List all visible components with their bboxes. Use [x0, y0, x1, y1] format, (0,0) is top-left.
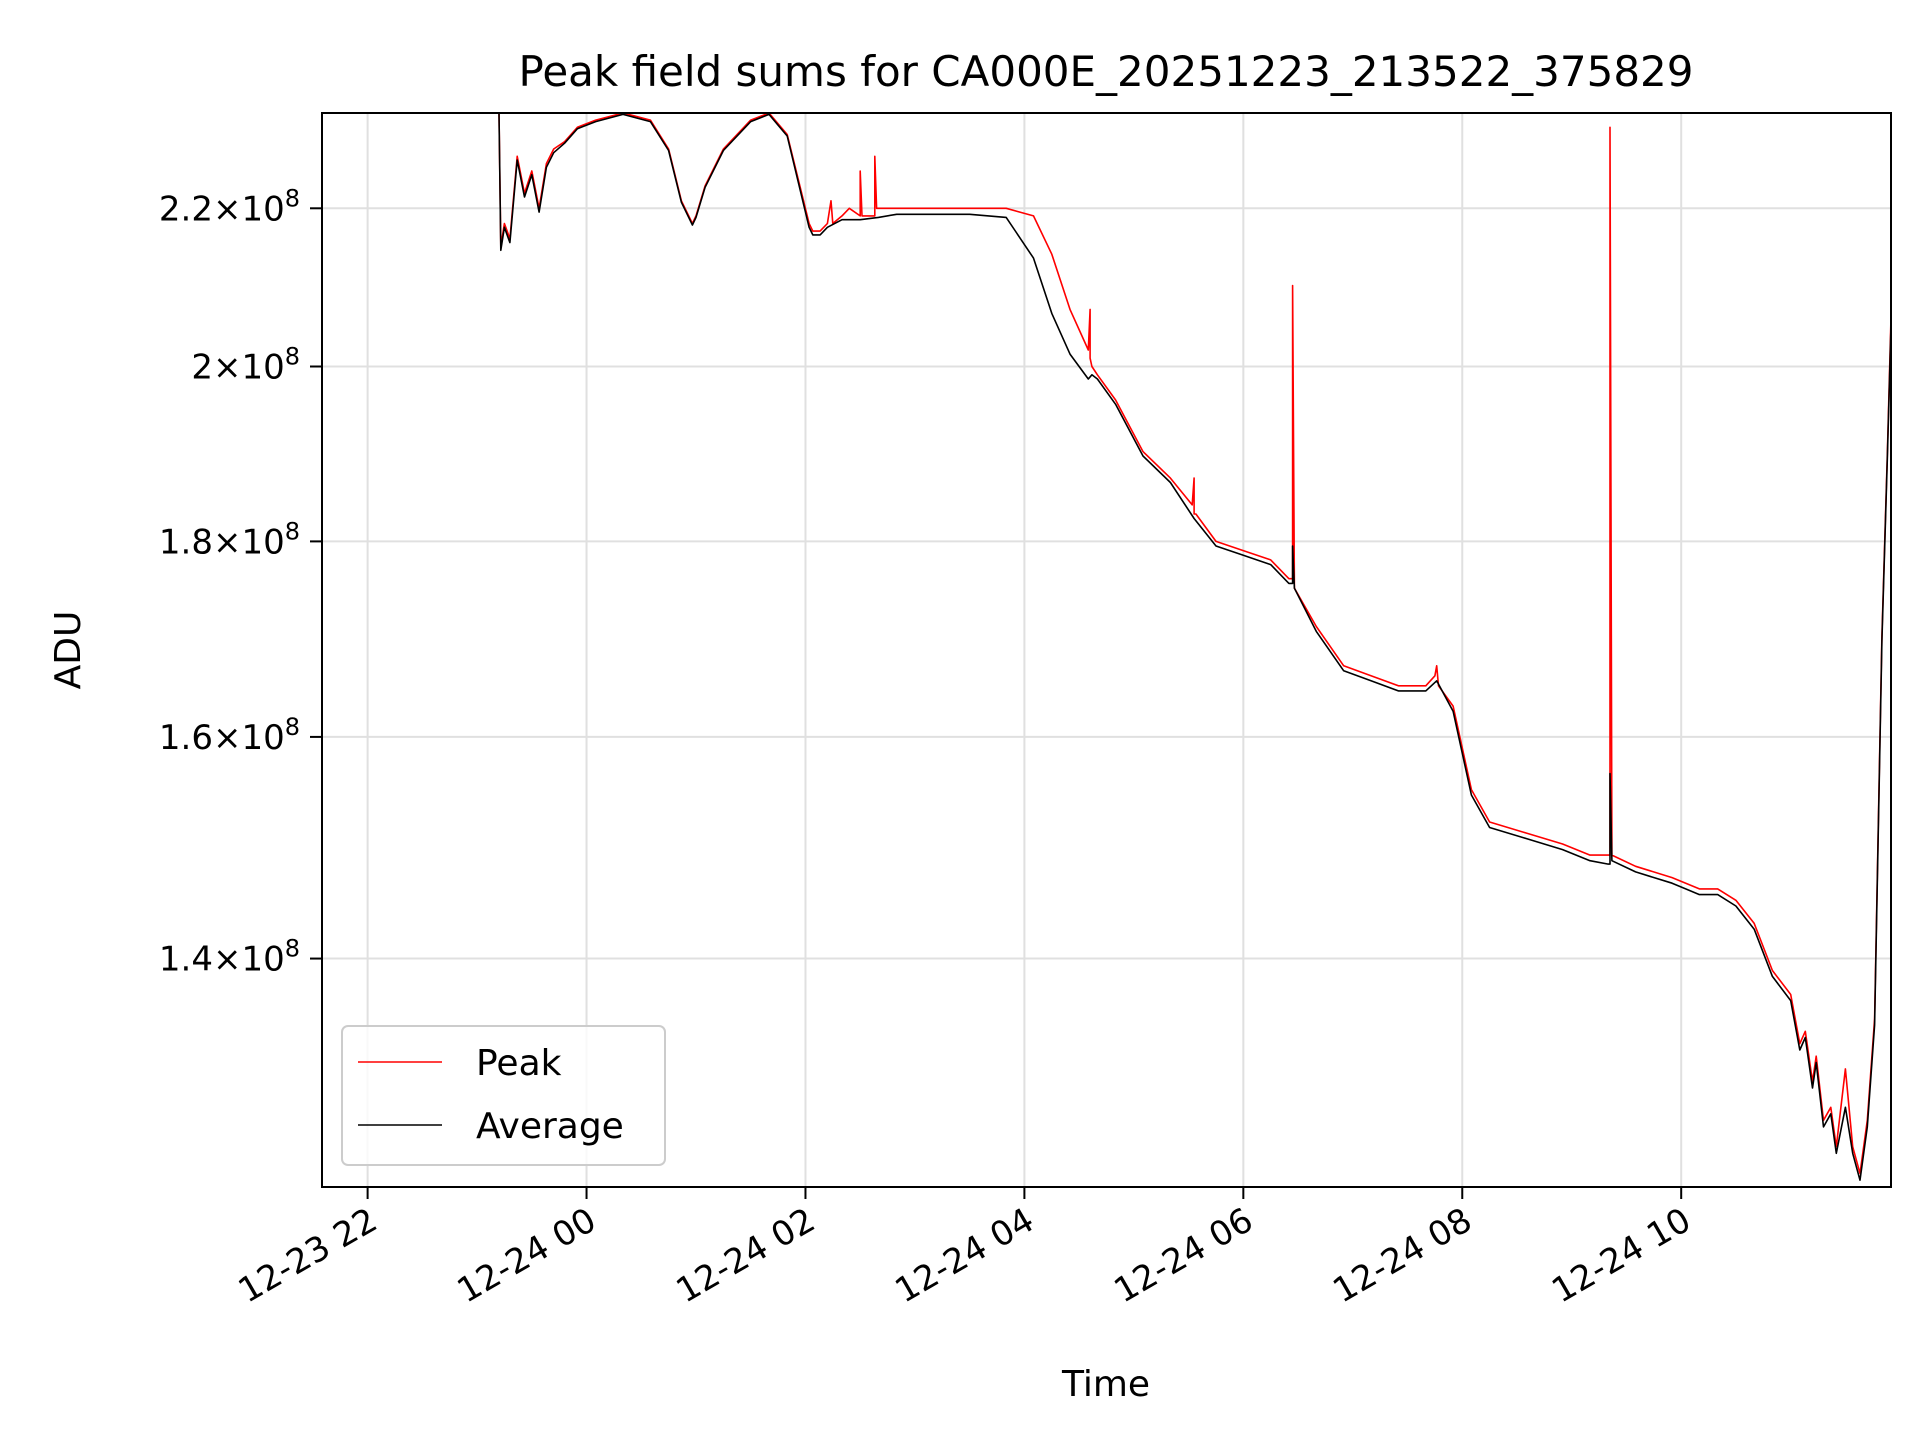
grid-lines — [322, 113, 1891, 1187]
legend-label-average: Average — [476, 1106, 624, 1147]
y-tick-label: 2×108 — [191, 343, 300, 388]
axes-frame — [321, 112, 1892, 1188]
x-tick-label: 12-24 08 — [1326, 1200, 1478, 1311]
y-tick-label: 1.4×108 — [159, 935, 300, 980]
y-tick-label: 2.2×108 — [159, 184, 300, 229]
x-tick-label: 12-24 06 — [1107, 1200, 1259, 1311]
series-line-average — [498, 113, 1891, 1181]
x-axis-label: Time — [1061, 1364, 1150, 1405]
x-tick-label: 12-24 00 — [451, 1200, 603, 1311]
x-tick-label: 12-24 04 — [889, 1200, 1041, 1311]
x-axis-ticks: 12-23 22 12-24 00 12-24 02 12-24 04 12-24 06… — [232, 1187, 1698, 1311]
y-tick-label: 1.6×108 — [159, 713, 300, 758]
legend-box — [341, 1025, 666, 1166]
series-line-peak — [498, 113, 1891, 1175]
y-axis-ticks: 1.4×108 1.6×108 1.8×108 2×108 2.2×108 — [159, 184, 322, 980]
y-tick-label: 1.8×108 — [159, 517, 300, 562]
x-tick-label: 12-24 02 — [670, 1200, 822, 1311]
y-axis-label: ADU — [48, 611, 89, 690]
plot-area — [498, 113, 1891, 1181]
legend: Peak Average — [341, 1025, 666, 1166]
x-tick-label: 12-23 22 — [232, 1200, 384, 1311]
x-tick-label: 12-24 10 — [1545, 1200, 1697, 1311]
chart-title: Peak field sums for CA000E_20251223_2135… — [519, 47, 1694, 96]
legend-label-peak: Peak — [476, 1043, 562, 1084]
